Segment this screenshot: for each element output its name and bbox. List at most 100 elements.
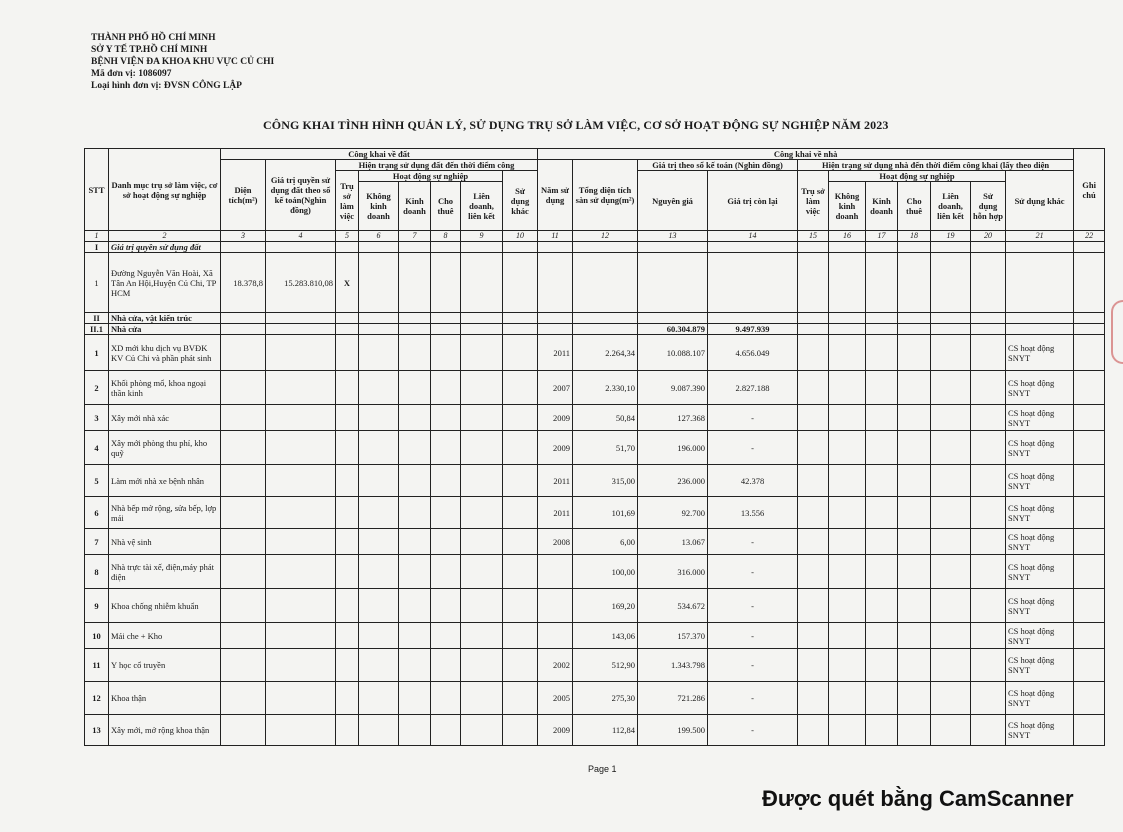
table-cell: [460, 323, 503, 335]
row-stt: 7: [84, 528, 109, 555]
column-number: 3: [220, 230, 266, 242]
table-cell: [828, 312, 867, 324]
table-cell: [358, 464, 399, 497]
page-number: Page 1: [588, 764, 617, 774]
table-cell: [501, 464, 539, 497]
table-cell: [707, 241, 799, 253]
table-row: 10 Mái che + Kho 143,06 157.370- CS hoạt độn…: [84, 622, 1106, 649]
column-number: 20: [970, 230, 1007, 242]
row-original: 196.000: [637, 430, 709, 465]
row-name: Y học cổ truyền: [108, 648, 221, 682]
row-floor-area: 51,70: [572, 430, 639, 465]
column-number: 21: [1005, 230, 1075, 242]
table-cell: [970, 622, 1007, 649]
table-cell: [460, 241, 503, 253]
document-title: CÔNG KHAI TÌNH HÌNH QUẢN LÝ, SỬ DỤNG TRỤ…: [263, 118, 889, 132]
table-cell: [865, 496, 899, 529]
section-row: II.1 Nhà cửa 60.304.879 9.497.939: [84, 323, 1106, 335]
table-cell: [501, 252, 539, 313]
table-cell: [220, 430, 266, 465]
table-row: 7 Nhà vệ sinh 2008 6,00 13.067- CS hoạt động …: [84, 528, 1106, 555]
table-cell: [335, 496, 359, 529]
header-house-status: Hiện trạng sử dụng nhà đến thời điểm côn…: [797, 159, 1075, 171]
table-cell: [797, 528, 830, 555]
table-cell: [970, 528, 1007, 555]
table-cell: [430, 648, 461, 682]
table-cell: [897, 648, 932, 682]
table-cell: [970, 404, 1007, 431]
row-remaining: -: [707, 528, 799, 555]
table-cell: [335, 334, 359, 371]
row-remaining: -: [707, 588, 799, 623]
column-number: 10: [501, 230, 539, 242]
table-cell: [1073, 404, 1106, 431]
header-house-nonbusiness: Không kinh doanh: [828, 181, 867, 231]
table-cell: [398, 648, 431, 682]
table-cell: [220, 588, 266, 623]
table-cell: [930, 622, 972, 649]
table-cell: [398, 588, 431, 623]
row-name: Nhà bếp mở rộng, sửa bếp, lợp mái: [108, 496, 221, 529]
header-house-other: Sử dụng khác: [1005, 170, 1075, 231]
section-label: Nhà cửa, vật kiến trúc: [108, 312, 221, 324]
table-cell: [897, 714, 932, 746]
row-other-use: CS hoạt động SNYT: [1005, 496, 1075, 529]
table-cell: [930, 252, 972, 313]
column-number: 12: [572, 230, 639, 242]
table-cell: [797, 312, 830, 324]
table-row: 13 Xây mới, mở rộng khoa thận 2009 112,84 19…: [84, 714, 1106, 746]
column-number: 1: [84, 230, 109, 242]
row-other-use: CS hoạt động SNYT: [1005, 430, 1075, 465]
table-cell: [335, 430, 359, 465]
row-year: [537, 622, 574, 649]
table-cell: [358, 588, 399, 623]
table-cell: [865, 622, 899, 649]
table-cell: [358, 241, 399, 253]
table-cell: [460, 588, 503, 623]
table-cell: [398, 312, 431, 324]
table-cell: [865, 714, 899, 746]
row-remaining: -: [707, 430, 799, 465]
row-floor-area: 315,00: [572, 464, 639, 497]
table-cell: [358, 528, 399, 555]
table-cell: [797, 370, 830, 405]
table-cell: [707, 252, 799, 313]
table-cell: [828, 404, 867, 431]
table-cell: [828, 648, 867, 682]
table-cell: [897, 588, 932, 623]
table-cell: [265, 323, 336, 335]
table-cell: [358, 323, 399, 335]
table-cell: [828, 334, 867, 371]
table-cell: [797, 252, 830, 313]
table-cell: [637, 252, 709, 313]
table-cell: [572, 323, 639, 335]
row-name: XD mới khu dịch vụ BVĐK KV Củ Chi và phầ…: [108, 334, 221, 371]
table-cell: [265, 528, 336, 555]
table-cell: [897, 370, 932, 405]
row-remaining: 4.656.049: [707, 334, 799, 371]
table-row: 5 Làm mới nhà xe bệnh nhân 2011 315,00 236.0…: [84, 464, 1106, 497]
table-cell: [637, 241, 709, 253]
table-cell: [797, 648, 830, 682]
table-cell: [430, 681, 461, 715]
header-stt: STT: [84, 148, 109, 231]
table-cell: [865, 404, 899, 431]
row-floor-area: 112,84: [572, 714, 639, 746]
table-cell: [930, 430, 972, 465]
section-label: Giá trị quyền sử dụng đất: [108, 241, 221, 253]
table-cell: [897, 404, 932, 431]
row-name: Làm mới nhà xe bệnh nhân: [108, 464, 221, 497]
table-cell: [265, 404, 336, 431]
row-original: 1.343.798: [637, 648, 709, 682]
row-remaining: 42.378: [707, 464, 799, 497]
row-floor-area: 100,00: [572, 554, 639, 589]
section-stt: I: [84, 241, 109, 253]
table-cell: [430, 241, 461, 253]
table-cell: [970, 588, 1007, 623]
row-year: 2009: [537, 714, 574, 746]
page-footer: Page 1 Được quét bằng CamScanner: [84, 758, 1104, 828]
row-year: [537, 554, 574, 589]
table-cell: [265, 648, 336, 682]
table-cell: [865, 681, 899, 715]
row-stt: 6: [84, 496, 109, 529]
